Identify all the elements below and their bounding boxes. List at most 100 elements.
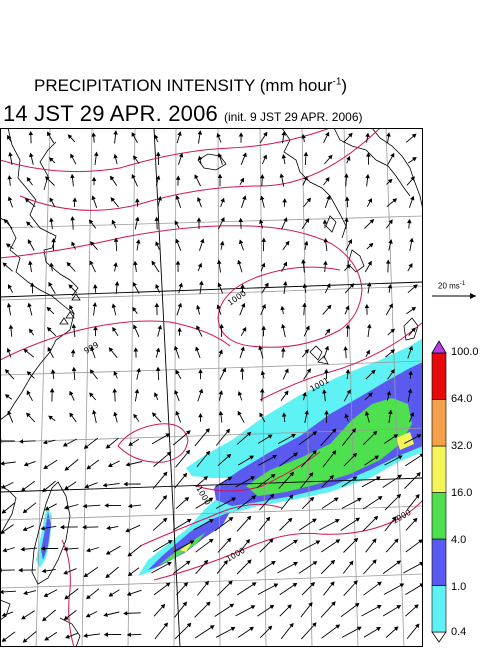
- wind-vector-head: [128, 441, 133, 446]
- isobar-9: [153, 499, 423, 581]
- wind-vector: [405, 539, 423, 553]
- wind-vector-head: [167, 540, 173, 545]
- wind-vector-head: [415, 493, 420, 499]
- wind-vector-head: [195, 346, 200, 352]
- wind-vector-head: [7, 196, 13, 201]
- wind-vector-head: [92, 409, 97, 415]
- wind-vector-head: [107, 462, 113, 467]
- wind-vector: [319, 519, 340, 531]
- wind-vector-head: [345, 324, 351, 329]
- wind-vector-head: [64, 485, 69, 490]
- wind-vector-head: [177, 302, 182, 308]
- coast-jeju: [197, 153, 227, 171]
- wind-vector-head: [160, 603, 166, 609]
- wind-vector-head: [267, 434, 273, 439]
- coast-japan-south: [347, 249, 365, 273]
- map-title-unit-exponent: -1: [332, 76, 342, 88]
- wind-vector-head: [392, 198, 398, 203]
- wind-vector-head: [223, 560, 228, 565]
- wind-vector-head: [63, 546, 68, 552]
- wind-vector: [215, 627, 235, 638]
- wind-vector-head: [5, 243, 11, 248]
- wind-vector-head: [268, 538, 274, 544]
- wind-vector-head: [2, 262, 8, 267]
- wind-vector-head: [131, 173, 136, 179]
- wind-vector: [404, 472, 421, 489]
- wind-vector-head: [218, 390, 224, 395]
- wind-vector-head: [324, 410, 329, 415]
- wind-vector-head: [283, 217, 288, 223]
- wind-vector: [174, 623, 192, 640]
- wind-vector-head: [154, 392, 159, 398]
- wind-vector: [406, 494, 420, 511]
- wind-vector-head: [197, 262, 203, 268]
- wind-vector-head: [357, 497, 362, 502]
- wind-vector-head: [194, 174, 199, 180]
- wind-vector-head: [157, 324, 162, 330]
- wind-vector-head: [26, 390, 31, 396]
- wind-vector-head: [136, 367, 141, 373]
- wind-vector-head: [393, 434, 399, 439]
- isobar-4: [0, 320, 231, 361]
- wind-vector: [175, 450, 190, 468]
- wind-vector: [195, 538, 214, 553]
- wind-vector-head: [174, 220, 179, 226]
- wind-vector: [279, 539, 298, 553]
- wind-vector-head: [6, 302, 12, 308]
- wind-vector-head: [114, 281, 120, 286]
- wind-vector-head: [308, 472, 314, 477]
- wind-vector-head: [259, 219, 264, 224]
- wind-vector-head: [366, 323, 372, 329]
- wind-vector-head: [48, 282, 53, 287]
- wind-vector: [173, 540, 194, 552]
- wind-vector-head: [280, 347, 286, 352]
- wind-vector-head: [162, 495, 167, 500]
- wind-vector-head: [112, 327, 117, 332]
- wind-vector-head: [228, 580, 233, 586]
- colorbar-tick-label: 4.0: [451, 534, 467, 546]
- wind-vector-head: [365, 411, 370, 416]
- wind-vector-head: [410, 176, 415, 181]
- wind-vector: [320, 601, 336, 618]
- wind-vector-head: [186, 622, 192, 628]
- wind-vector-head: [40, 525, 45, 531]
- wind-vector-head: [259, 174, 265, 179]
- wind-vector-head: [237, 391, 243, 396]
- wind-vector-head: [409, 237, 414, 243]
- wind-vector-head: [370, 369, 376, 375]
- wind-vector: [300, 472, 314, 489]
- wind-vector: [405, 453, 423, 467]
- wind-vector-head: [315, 540, 321, 545]
- wind-vector-head: [185, 560, 191, 565]
- wind-vector-head: [306, 368, 311, 374]
- wind-vector-head: [267, 625, 273, 631]
- wind-vector-head: [89, 260, 94, 266]
- wind-vector-head: [155, 175, 161, 180]
- wind-vector-head: [409, 412, 415, 417]
- wind-vector-head: [325, 328, 331, 334]
- wind-vector-head: [27, 239, 32, 244]
- wind-vector: [363, 581, 382, 596]
- wind-vector-head: [372, 538, 377, 544]
- wind-vector-head: [237, 259, 242, 265]
- wind-vector-head: [386, 132, 391, 137]
- wind-vector-head: [288, 494, 294, 500]
- wind-vector-head: [411, 306, 417, 312]
- wind-vector-head: [1, 612, 7, 617]
- wind-vector: [259, 493, 274, 511]
- wind-vector-head: [335, 624, 341, 629]
- wind-vector-head: [329, 475, 334, 480]
- init-time: (init. 9 JST 29 APR. 2006): [223, 110, 363, 124]
- wind-vector-head: [273, 583, 279, 588]
- wind-vector-head: [377, 581, 382, 586]
- colorbar-segment: [431, 492, 447, 540]
- wind-vector: [256, 561, 276, 574]
- wind-vector-head: [390, 152, 395, 158]
- wind-vector-head: [345, 368, 351, 374]
- wind-vector: [257, 583, 278, 595]
- wind-vector: [403, 562, 423, 574]
- wind-vector-head: [309, 496, 315, 502]
- wind-vector-head: [0, 589, 4, 595]
- wind-vector-head: [394, 538, 399, 544]
- wind-vector-head: [49, 197, 54, 203]
